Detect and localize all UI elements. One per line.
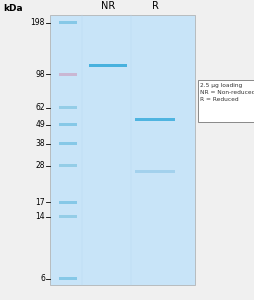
Bar	[59, 123, 77, 126]
Text: R: R	[151, 1, 158, 11]
Bar	[89, 64, 126, 67]
Bar	[59, 215, 77, 218]
Bar	[134, 118, 174, 121]
Bar	[59, 201, 77, 204]
Text: 49: 49	[35, 120, 45, 129]
Bar	[59, 142, 77, 145]
Bar	[59, 106, 77, 109]
Bar	[197, 80, 254, 122]
Text: 38: 38	[35, 139, 45, 148]
Text: 98: 98	[35, 70, 45, 79]
Text: 198: 198	[30, 18, 45, 27]
Text: 2.5 μg loading
NR = Non-reduced
R = Reduced: 2.5 μg loading NR = Non-reduced R = Redu…	[199, 83, 254, 102]
Text: 14: 14	[35, 212, 45, 221]
Text: 6: 6	[40, 274, 45, 283]
Text: NR: NR	[101, 1, 115, 11]
Bar	[59, 277, 77, 280]
Bar	[59, 73, 77, 76]
Bar	[59, 21, 77, 24]
Text: 17: 17	[35, 198, 45, 207]
Text: 28: 28	[35, 161, 45, 170]
Text: kDa: kDa	[3, 4, 23, 13]
Bar	[59, 164, 77, 167]
Text: 62: 62	[35, 103, 45, 112]
Bar	[134, 170, 174, 173]
Bar	[50, 15, 194, 285]
